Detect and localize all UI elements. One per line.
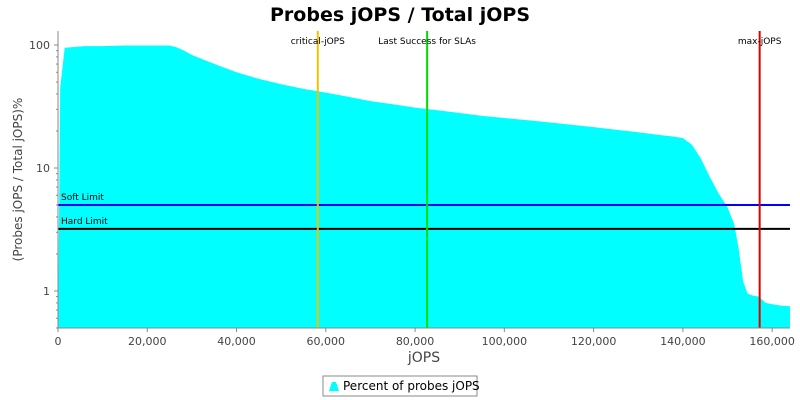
x-tick-label-7: 140,000 <box>660 335 706 348</box>
legend-entry: Percent of probes jOPS <box>343 379 480 393</box>
y-axis-label: (Probes jOPS / Total jOPS)% <box>11 98 25 262</box>
y-tick-label-2: 100 <box>29 39 50 52</box>
vertical-markers: critical-jOPS Last Success for SLAs max-jO… <box>291 31 782 328</box>
axes: 0 20,000 40,000 60,000 80,000 100,000 120,000 1… <box>29 31 795 348</box>
x-tick-label-6: 120,000 <box>571 335 617 348</box>
series-area-0 <box>58 45 790 328</box>
legend-box <box>322 375 478 397</box>
v-marker-label-2: max-jOPS <box>738 37 782 47</box>
x-tick-label-8: 160,000 <box>749 335 795 348</box>
x-tick-label-5: 100,000 <box>482 335 528 348</box>
horizontal-markers: Soft Limit Hard Limit <box>58 193 790 230</box>
h-marker-label-1: Hard Limit <box>61 217 108 227</box>
x-tick-label-0: 0 <box>55 335 62 348</box>
y-tick-label-1: 10 <box>36 162 50 175</box>
v-marker-label-1: Last Success for SLAs <box>378 37 476 47</box>
legend: Percent of probes jOPS <box>322 375 480 397</box>
legend-swatch <box>329 382 339 391</box>
plot-content <box>58 45 790 328</box>
x-tick-label-3: 60,000 <box>307 335 346 348</box>
y-tick-label-0: 1 <box>43 285 50 298</box>
h-marker-label-0: Soft Limit <box>61 193 104 203</box>
v-marker-label-0: critical-jOPS <box>291 37 345 47</box>
x-tick-label-2: 40,000 <box>217 335 256 348</box>
x-tick-label-4: 80,000 <box>396 335 435 348</box>
x-tick-label-1: 20,000 <box>128 335 167 348</box>
x-axis-label: jOPS <box>407 350 440 366</box>
chart-title: Probes jOPS / Total jOPS <box>270 4 530 26</box>
